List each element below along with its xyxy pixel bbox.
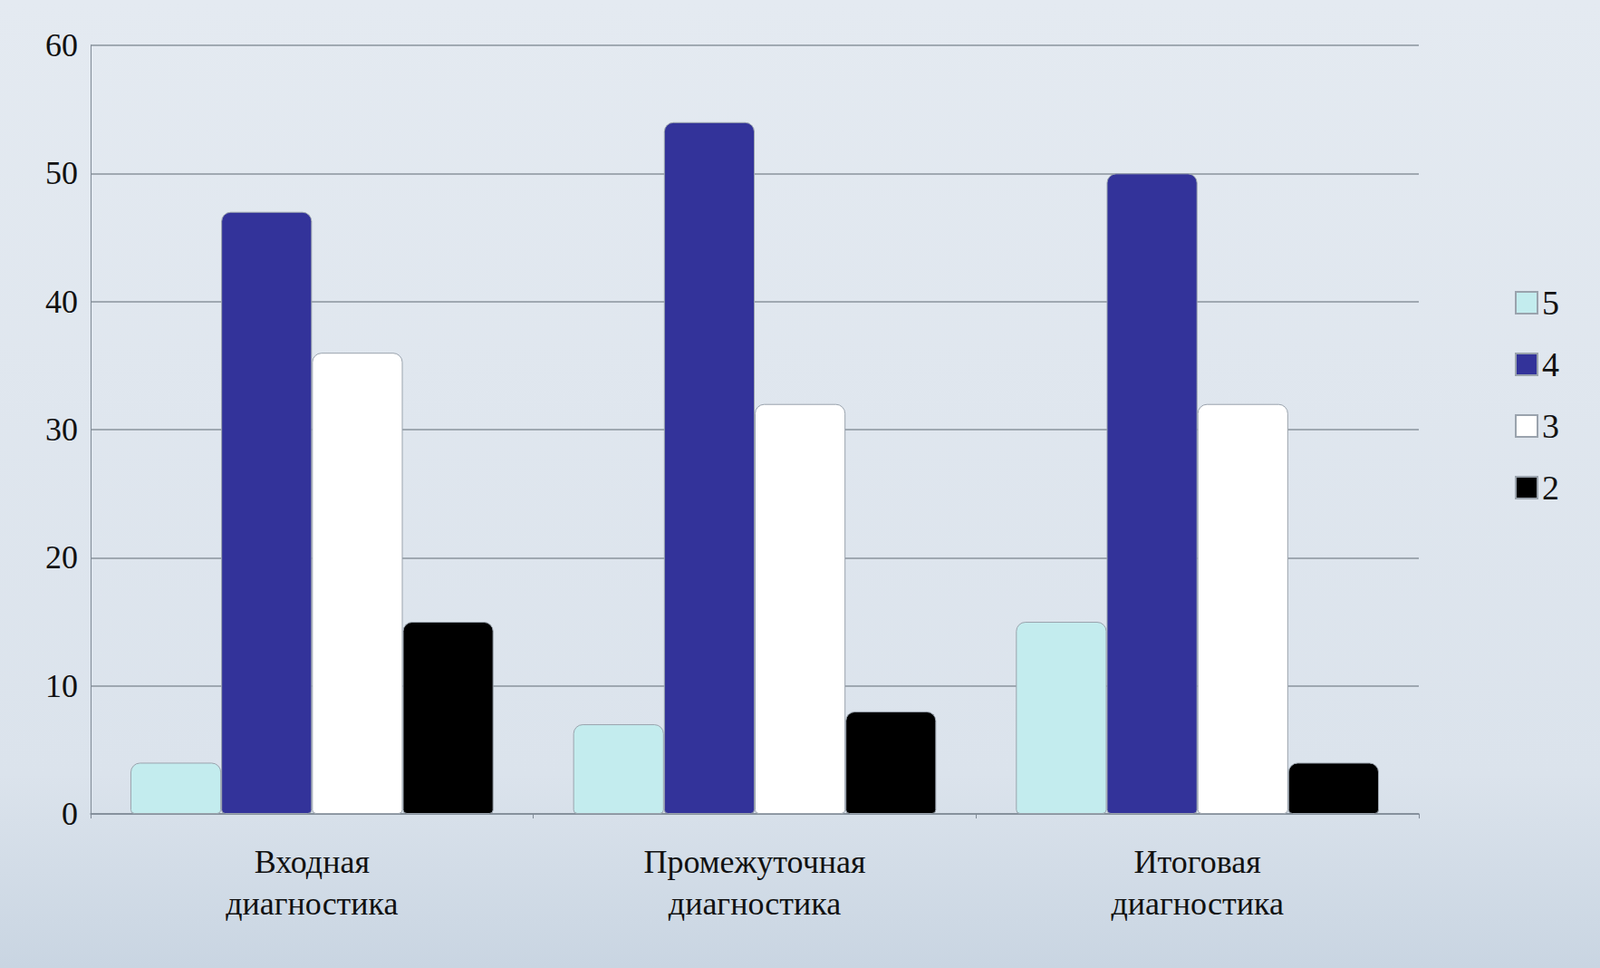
svg-text:диагностика: диагностика [668, 885, 841, 922]
svg-text:30: 30 [45, 411, 78, 448]
svg-text:20: 20 [45, 539, 78, 576]
svg-text:60: 60 [45, 27, 78, 64]
svg-text:50: 50 [45, 154, 78, 192]
svg-text:диагностика: диагностика [1110, 885, 1283, 922]
svg-text:Итоговая: Итоговая [1134, 843, 1262, 880]
svg-text:3: 3 [1542, 406, 1560, 445]
svg-text:5: 5 [1542, 283, 1560, 322]
svg-text:4: 4 [1542, 345, 1560, 384]
svg-text:Входная: Входная [254, 843, 370, 880]
svg-text:0: 0 [61, 795, 78, 832]
svg-text:40: 40 [45, 283, 78, 320]
svg-text:диагностика: диагностика [225, 885, 398, 922]
svg-text:10: 10 [45, 667, 78, 704]
svg-text:2: 2 [1542, 468, 1560, 507]
svg-text:Промежуточная: Промежуточная [643, 843, 866, 880]
